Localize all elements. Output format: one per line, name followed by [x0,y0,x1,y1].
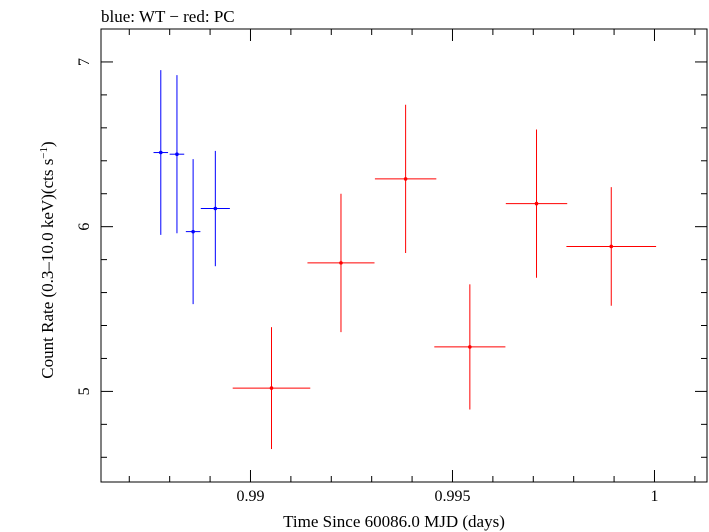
data-point [505,129,568,278]
y-axis-label: Count Rate (0.3–10.0 keV)(cts s−1) [38,141,57,378]
data-point [434,284,506,410]
y-axis-label-exponent: −1 [38,147,50,159]
point-marker [175,152,179,156]
x-axis-label: Time Since 60086.0 MJD (days) [283,512,505,531]
data-point [185,159,201,305]
x-tick-label: 1 [650,488,658,505]
point-marker [468,345,472,349]
point-marker [269,386,274,390]
data-series [153,70,657,450]
data-point [307,193,375,333]
data-point [200,150,230,267]
data-point [169,75,185,234]
point-marker [158,150,163,155]
x-tick-label: 0.99 [236,488,264,505]
y-tick-label: 6 [76,223,93,231]
x-tick-label: 0.995 [434,488,470,505]
chart-title: blue: WT − red: PC [101,7,235,26]
data-point [232,327,311,450]
y-tick-label: 7 [76,58,93,66]
point-marker [534,201,539,206]
y-axis-label-close: ) [38,141,57,147]
point-marker [191,229,195,234]
axis-ticks: 0.99 0.995 1 5 6 7 [76,29,707,505]
data-point [374,104,437,254]
point-marker [213,206,218,211]
data-point [566,187,657,306]
point-marker [609,244,614,249]
y-tick-label: 5 [76,387,93,395]
plot-frame [100,28,708,483]
point-marker [403,177,408,181]
point-marker [339,261,343,265]
y-axis-label-main: Count Rate (0.3–10.0 keV)(cts s [38,159,57,379]
data-point [153,70,169,235]
